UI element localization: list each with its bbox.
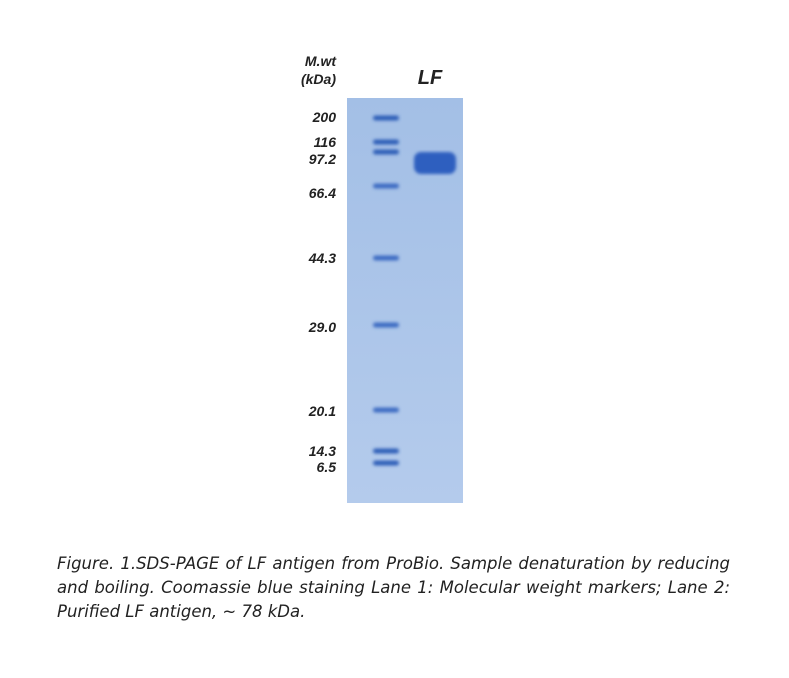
marker-label: 20.1 xyxy=(308,403,336,419)
marker-band xyxy=(373,115,399,121)
marker-band xyxy=(373,448,399,454)
marker-band xyxy=(373,255,399,261)
marker-band xyxy=(373,322,399,328)
marker-band xyxy=(373,183,399,189)
marker-band xyxy=(373,460,399,466)
marker-label: 29.0 xyxy=(308,319,336,335)
marker-label: 116 xyxy=(314,134,337,150)
lf-band xyxy=(414,152,456,174)
marker-band xyxy=(373,139,399,145)
marker-label: 200 xyxy=(312,109,337,125)
marker-label: 14.3 xyxy=(309,443,336,459)
marker-label: 44.3 xyxy=(308,250,336,266)
marker-band xyxy=(373,407,399,413)
lane-label: LF xyxy=(418,67,443,89)
marker-lane xyxy=(373,115,399,466)
marker-band xyxy=(373,149,399,155)
marker-label: 97.2 xyxy=(309,151,336,167)
axis-label: (kDa) xyxy=(301,71,336,87)
marker-label: 6.5 xyxy=(317,459,337,475)
axis-label: M.wt xyxy=(305,53,337,69)
marker-label: 66.4 xyxy=(309,185,336,201)
caption: Figure. 1.SDS-PAGE of LF antigen from Pr… xyxy=(57,554,730,621)
